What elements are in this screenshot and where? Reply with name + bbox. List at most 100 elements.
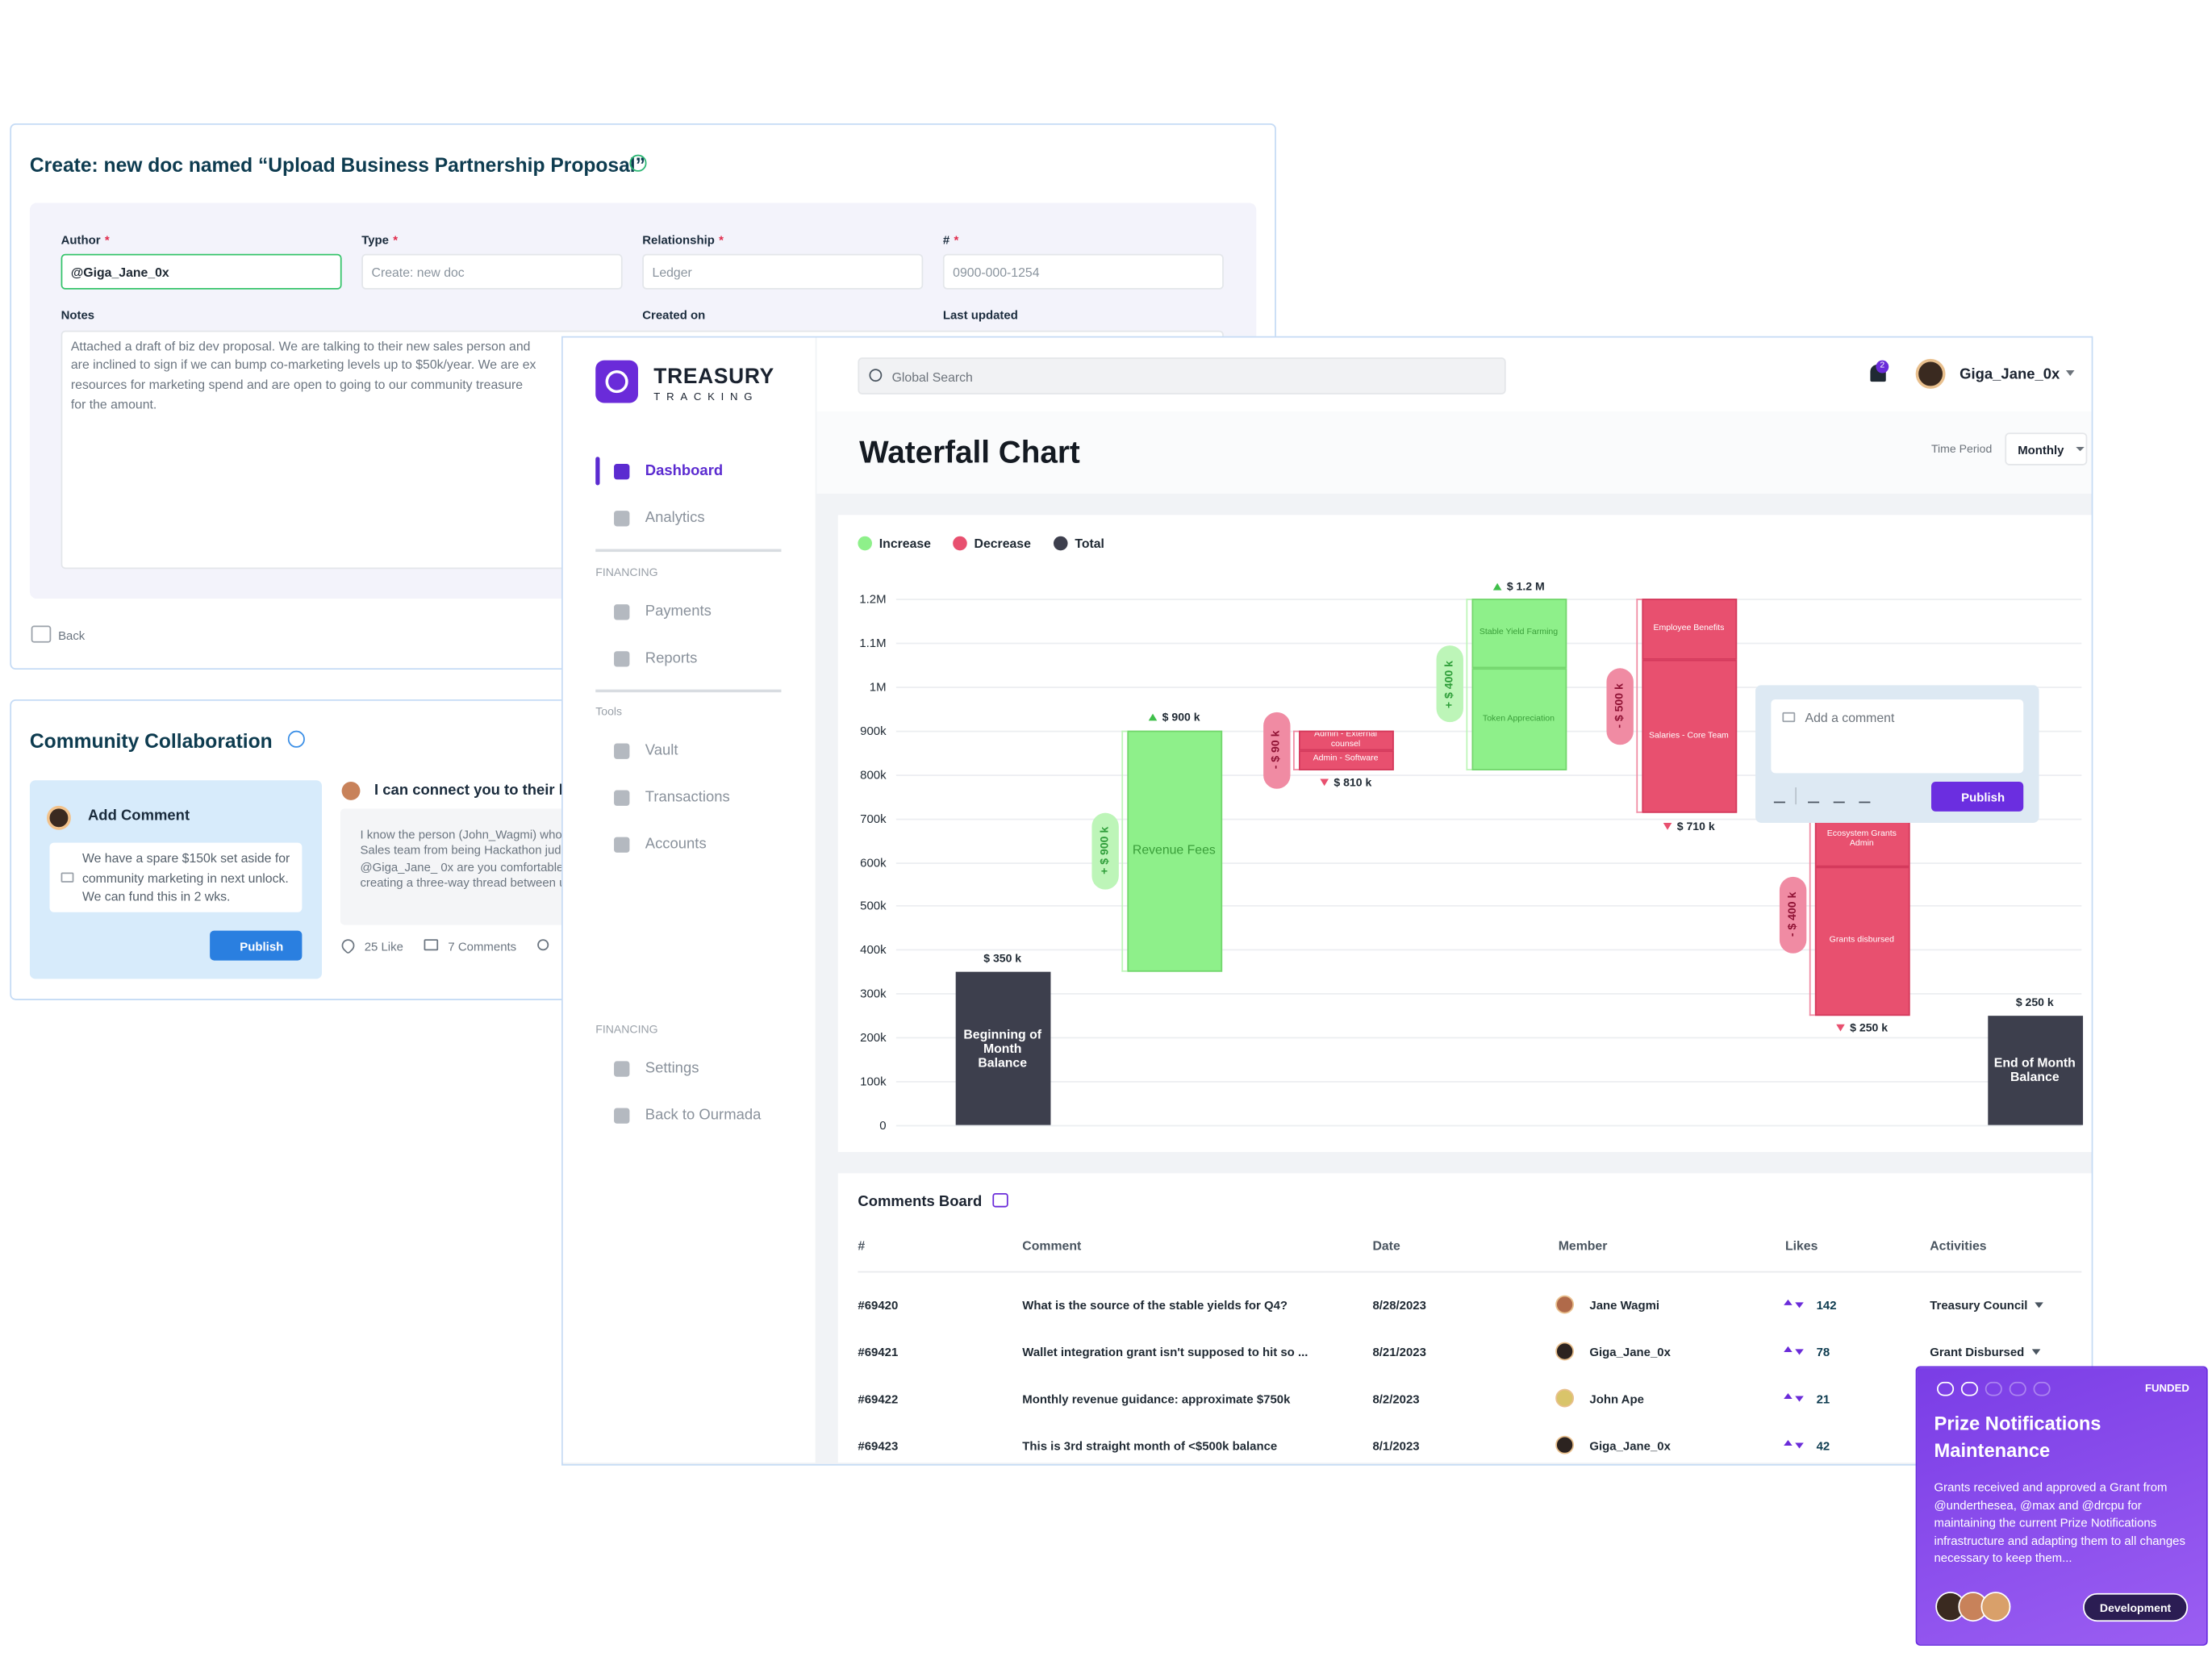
member-avatar [1555, 1435, 1575, 1455]
nav-item[interactable]: Transactions [645, 788, 730, 806]
created-label: Created on [642, 307, 706, 323]
nav-item[interactable]: Back to Ourmada [645, 1106, 762, 1124]
row-member: Giga_Jane_0x [1589, 1344, 1671, 1359]
progress-icon [1985, 1381, 2002, 1396]
brand-name: TREASURY [653, 364, 774, 389]
nav-icon [614, 790, 630, 806]
y-tick-label: 800k [860, 766, 887, 782]
search-box[interactable] [858, 357, 1506, 394]
nav-item[interactable]: Reports [645, 649, 698, 666]
row-member: Jane Wagmi [1589, 1297, 1660, 1313]
column-header: Date [1372, 1238, 1400, 1253]
field-label: Relationship * [642, 232, 724, 247]
card-status: FUNDED [2144, 1381, 2189, 1395]
nav-item[interactable]: Vault [645, 741, 678, 759]
nav-item[interactable]: Dashboard [645, 461, 724, 479]
format-button[interactable] [1833, 789, 1845, 803]
member-avatar [1555, 1295, 1575, 1314]
value-label: $ 250 k [2015, 995, 2054, 1008]
period-select[interactable] [2005, 432, 2088, 465]
label-text: Type [361, 232, 389, 247]
publish-button[interactable]: Publish [210, 930, 303, 961]
page-title: Waterfall Chart [859, 433, 1080, 470]
format-button[interactable] [1808, 789, 1820, 803]
comment-input[interactable] [1771, 699, 2024, 774]
column-header: Member [1558, 1238, 1608, 1253]
segment-name: Admin - External counsel [1314, 730, 1378, 749]
segment-bar: Grants disbursed [1813, 866, 1909, 1016]
end-value: $ 710 k [1676, 820, 1715, 833]
divider [595, 689, 782, 692]
nav-heading: FINANCING [595, 1023, 658, 1037]
back-button[interactable]: Back [58, 628, 86, 643]
post-avatar [341, 781, 361, 800]
notification-badge: 2 [1876, 360, 1889, 374]
downvote [1795, 1396, 1804, 1402]
row-date: 8/1/2023 [1372, 1438, 1420, 1453]
column-header: Likes [1784, 1238, 1818, 1253]
nav-item[interactable]: Accounts [645, 835, 707, 853]
post-line: Sales team from being Hackathon judg [360, 843, 568, 858]
row-comment: This is 3rd straight month of <$500k bal… [1022, 1438, 1278, 1453]
format-button[interactable] [1859, 789, 1871, 803]
row-activity: Treasury Council [1930, 1298, 2028, 1313]
grid-line [895, 862, 2082, 864]
updated-label: Last updated [942, 307, 1018, 323]
toolbar-separator [1795, 787, 1797, 805]
publish-button[interactable]: Publish [1930, 781, 2024, 812]
nav-icon [614, 604, 630, 620]
search-placeholder: Global Search [891, 369, 973, 384]
segment-name: Admin - Software [1313, 755, 1379, 764]
legend-dot [858, 536, 872, 551]
y-tick-label: 600k [860, 854, 887, 870]
upvote [1784, 1346, 1793, 1352]
text-input[interactable]: @Giga_Jane_0x [61, 253, 342, 290]
range-bracket [1121, 730, 1127, 972]
user-avatar [1915, 358, 1946, 389]
progress-icon [1937, 1381, 1955, 1396]
doc-title: Create: new doc named “Upload Business P… [29, 152, 645, 176]
column-header: Comment [1022, 1238, 1082, 1253]
y-tick-label: 0 [879, 1117, 887, 1133]
post-line: I know the person (John_Wagmi) who l [360, 827, 569, 841]
comments[interactable]: 7 Comments [448, 939, 517, 954]
activity-select[interactable]: Grant Disbursed [1930, 1343, 2040, 1360]
segment-name: Stable Yield Farming [1479, 628, 1559, 638]
required-mark: * [954, 232, 959, 247]
text-input[interactable]: Ledger [642, 253, 924, 290]
nav-item[interactable]: Analytics [645, 508, 705, 526]
bar-name: Beginning of Month Balance [963, 1027, 1042, 1070]
comment-icon [1782, 712, 1796, 723]
change-pill: - $ 90 k [1263, 712, 1290, 789]
nav-icon [614, 464, 630, 480]
input-placeholder: Create: new doc [371, 265, 465, 279]
end-value: $ 250 k [1850, 1021, 1889, 1035]
range-bracket [1292, 730, 1299, 770]
text-input[interactable]: Create: new doc [361, 253, 623, 290]
label-text: # [942, 232, 950, 247]
card-tag[interactable]: Development [2083, 1592, 2189, 1622]
row-comment: Wallet integration grant isn't supposed … [1022, 1344, 1308, 1359]
nav-item[interactable]: Settings [645, 1059, 699, 1077]
comment-input[interactable] [49, 842, 303, 912]
likes[interactable]: 25 Like [364, 939, 403, 954]
end-label: $ 810 k [1282, 775, 1409, 790]
activity-select[interactable]: Treasury Council [1930, 1296, 2043, 1313]
segment-bar: Employee Benefits [1641, 599, 1737, 661]
user-name[interactable]: Giga_Jane_0x [1959, 365, 2060, 383]
change-pill: + $ 900 k [1091, 812, 1118, 890]
text-input[interactable]: 0900-000-1254 [942, 253, 1224, 290]
board-title: Comments Board [858, 1192, 983, 1210]
row-id: #69421 [858, 1344, 899, 1359]
grid-line [895, 993, 2082, 995]
nav-heading: Tools [595, 705, 623, 719]
segment-name: Token Appreciation [1482, 714, 1555, 724]
format-button[interactable] [1773, 789, 1785, 803]
segment-bar: Salaries - Core Team [1641, 660, 1737, 814]
change-pill: - $ 500 k [1605, 667, 1633, 745]
change-pill: + $ 400 k [1435, 645, 1463, 723]
nav-item[interactable]: Payments [645, 602, 712, 620]
